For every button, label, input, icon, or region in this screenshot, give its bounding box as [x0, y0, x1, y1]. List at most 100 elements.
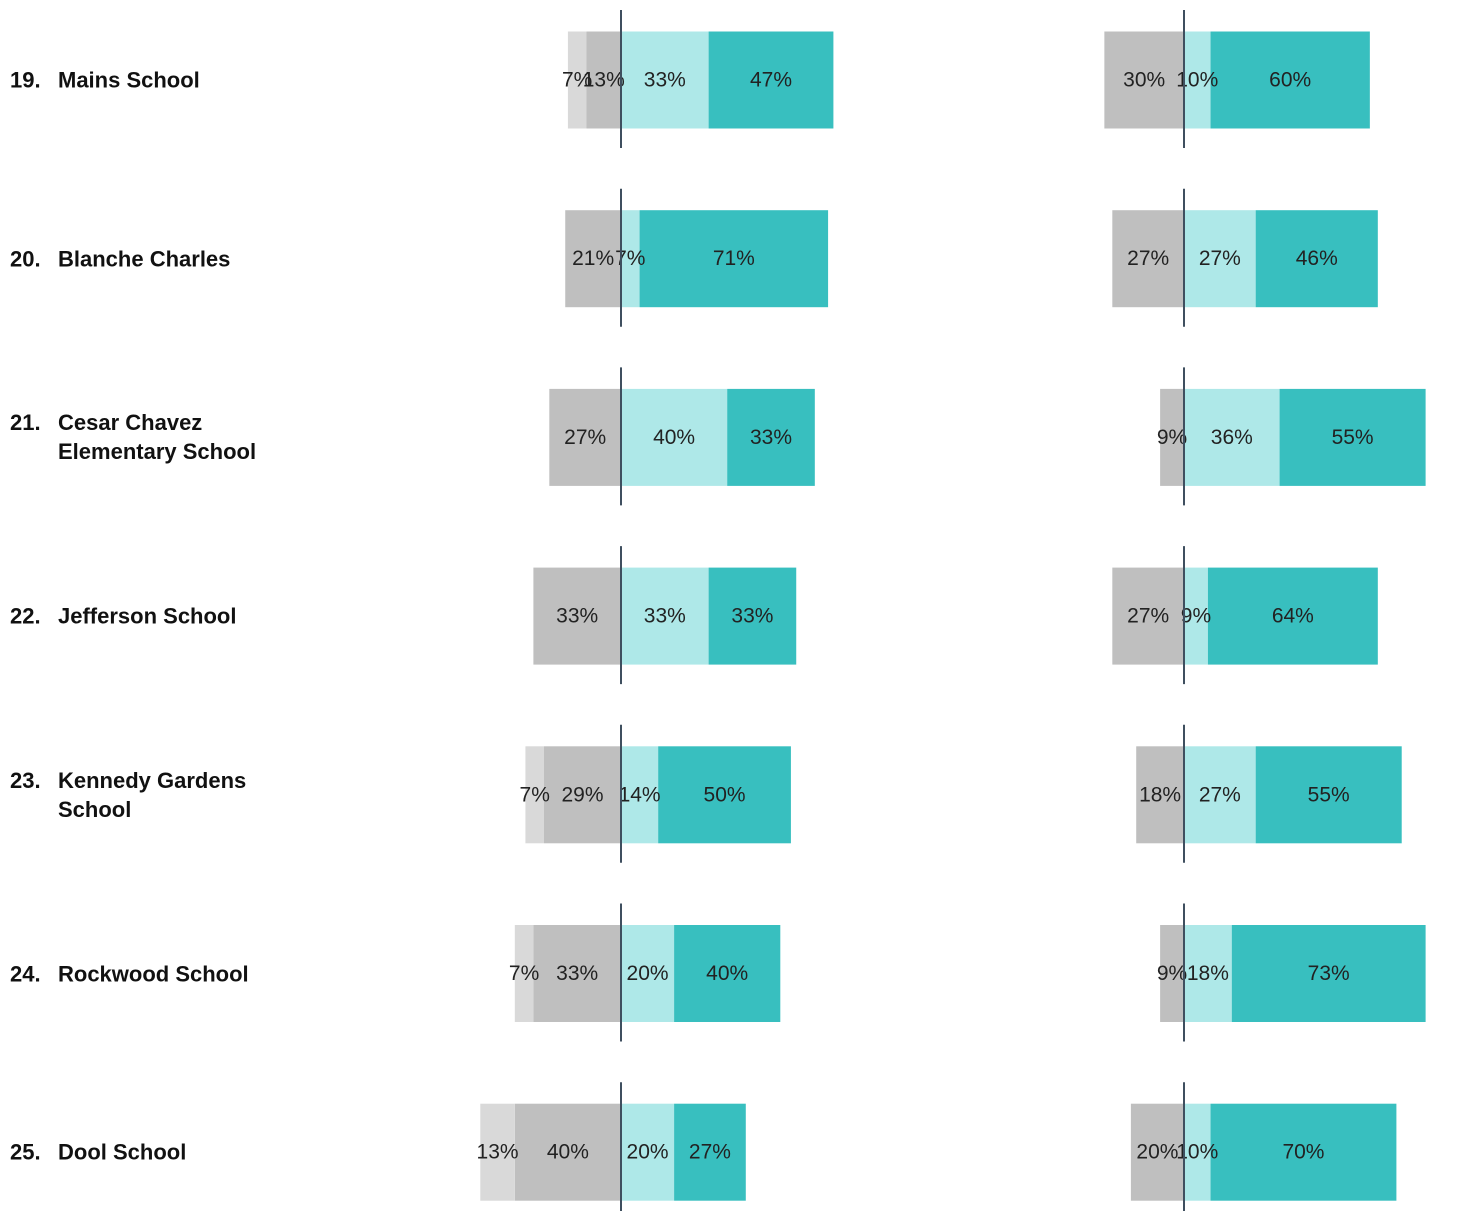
bar-segment [1160, 388, 1184, 486]
value-label: 18% [1187, 962, 1229, 985]
bar-segment [674, 925, 781, 1022]
bar-segment [1255, 210, 1378, 308]
bar-segment [708, 31, 834, 129]
value-label: 33% [644, 69, 686, 92]
bar-segment [1112, 567, 1184, 665]
bar-segment [621, 210, 640, 308]
bar-segment [525, 746, 545, 844]
bar-segment [565, 210, 621, 308]
school-name: Kennedy Gardens School [58, 767, 247, 822]
school-name: Dool School [58, 1139, 187, 1165]
value-label: 27% [564, 426, 606, 449]
row-label: 23. Kennedy Gardens School [10, 766, 298, 824]
value-label: 27% [1199, 247, 1241, 270]
value-label: 14% [619, 783, 661, 806]
row-number: 22. [10, 603, 41, 629]
value-label: 33% [731, 605, 773, 628]
bar-segment [621, 31, 709, 129]
value-label: 29% [561, 783, 603, 806]
value-label: 50% [704, 783, 746, 806]
school-name: Blanche Charles [58, 246, 231, 272]
value-label: 33% [644, 605, 686, 628]
value-label: 36% [1211, 426, 1253, 449]
row-number: 25. [10, 1139, 41, 1165]
bar-segment [621, 388, 728, 486]
bar-segment [1160, 925, 1184, 1022]
value-label: 20% [627, 962, 669, 985]
bar-segment [1136, 746, 1184, 844]
bar-segment [727, 388, 815, 486]
value-label: 27% [1127, 247, 1169, 270]
row-label: 19. Mains School [10, 66, 298, 95]
value-label: 46% [1296, 247, 1338, 270]
school-name: Jefferson School [58, 603, 237, 629]
bar-segment [621, 1103, 675, 1201]
bar-segment [1184, 746, 1256, 844]
value-label: 33% [750, 426, 792, 449]
value-label: 64% [1272, 605, 1314, 628]
school-name: Cesar Chavez Elementary School [58, 410, 257, 465]
school-name: Mains School [58, 67, 200, 93]
bar-segment [1210, 1103, 1397, 1201]
value-label: 7% [615, 247, 645, 270]
bar-segment [674, 1103, 746, 1201]
value-label: 27% [689, 1141, 731, 1164]
value-label: 47% [750, 69, 792, 92]
bar-segment [1184, 925, 1232, 1022]
value-label: 21% [572, 247, 614, 270]
school-name: Rockwood School [58, 961, 249, 986]
value-label: 7% [520, 783, 550, 806]
value-label: 10% [1176, 69, 1218, 92]
value-label: 55% [1332, 426, 1374, 449]
bar-segment [533, 925, 621, 1022]
row-label: 22. Jefferson School [10, 602, 298, 631]
value-label: 33% [556, 962, 598, 985]
value-label: 9% [1181, 605, 1211, 628]
row-number: 21. [10, 410, 41, 436]
bar-segment [1104, 31, 1184, 129]
bar-segment [1210, 31, 1370, 129]
value-label: 20% [627, 1141, 669, 1164]
bar-segment [1184, 31, 1211, 129]
bar-segment [1279, 388, 1426, 486]
bar-segment [586, 31, 621, 129]
value-label: 33% [556, 605, 598, 628]
value-label: 9% [1157, 426, 1187, 449]
row-label: 20. Blanche Charles [10, 244, 298, 273]
value-label: 18% [1139, 783, 1181, 806]
value-label: 9% [1157, 962, 1187, 985]
row-number: 23. [10, 767, 41, 793]
bar-segment [1112, 210, 1184, 308]
bar-segment [1207, 567, 1378, 665]
value-label: 7% [509, 962, 539, 985]
value-label: 13% [583, 69, 625, 92]
row-label: 24. Rockwood School [10, 959, 298, 988]
bar-segment [658, 746, 791, 844]
row-label: 25. Dool School [10, 1138, 298, 1167]
bar-segment [514, 1103, 621, 1201]
bar-segment [621, 567, 709, 665]
value-label: 10% [1176, 1141, 1218, 1164]
bar-segment [621, 746, 659, 844]
bar-segment [621, 925, 675, 1022]
value-label: 40% [547, 1141, 589, 1164]
row-number: 20. [10, 246, 41, 272]
bar-segment [1231, 925, 1426, 1022]
bar-segment [549, 388, 621, 486]
value-label: 70% [1282, 1141, 1324, 1164]
bar-segment [480, 1103, 515, 1201]
value-label: 55% [1308, 783, 1350, 806]
row-number: 19. [10, 67, 41, 93]
value-label: 40% [653, 426, 695, 449]
bar-segment [567, 31, 587, 129]
bar-segment [1255, 746, 1402, 844]
bar-segment [1184, 388, 1280, 486]
bar-segment [1184, 567, 1208, 665]
bar-segment [1130, 1103, 1184, 1201]
value-label: 13% [477, 1141, 519, 1164]
bar-segment [544, 746, 621, 844]
row-label: 21. Cesar Chavez Elementary School [10, 408, 298, 466]
bar-segment [514, 925, 534, 1022]
